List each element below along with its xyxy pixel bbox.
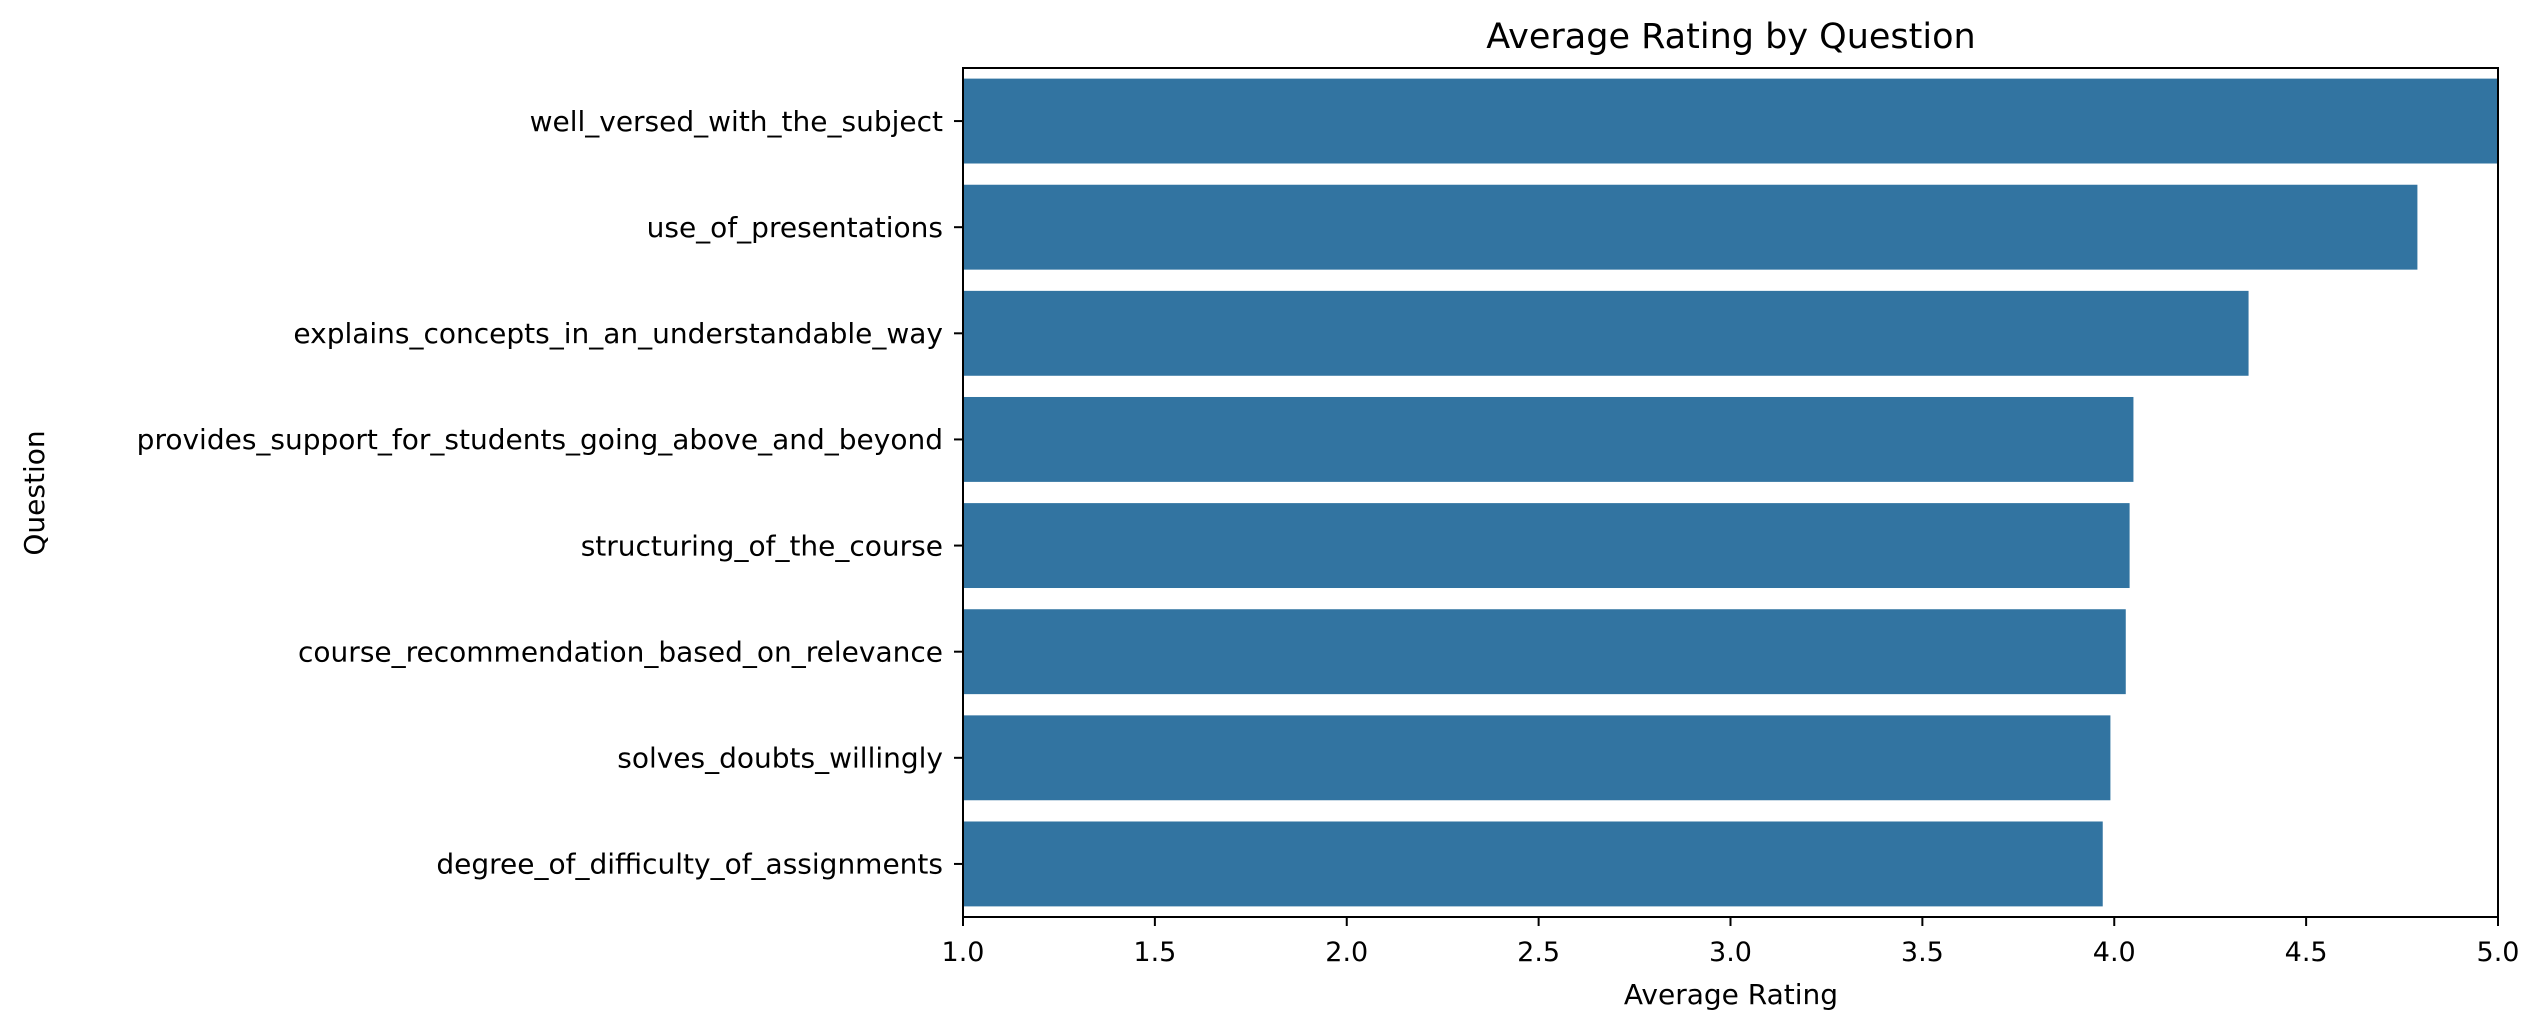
chart-title: Average Rating by Question <box>1486 17 1975 57</box>
y-tick-label: solves_doubts_willingly <box>617 742 943 775</box>
y-tick-label: use_of_presentations <box>647 211 943 244</box>
x-tick-label: 1.5 <box>1133 937 1176 968</box>
y-tick-label: course_recommendation_based_on_relevance <box>298 635 943 668</box>
bar-well_versed_with_the_subject <box>963 78 2498 164</box>
x-tick-label: 4.5 <box>2285 937 2328 968</box>
bar-provides_support_for_students_going_above_and_beyond <box>963 396 2134 482</box>
y-tick-label: well_versed_with_the_subject <box>530 105 943 138</box>
y-axis-label: Question <box>18 430 51 555</box>
y-tick-label: structuring_of_the_course <box>581 529 943 562</box>
category-labels: well_versed_with_the_subject use_of_prese… <box>137 105 963 881</box>
bar-structuring_of_the_course <box>963 503 2130 589</box>
x-tick-label: 3.0 <box>1709 937 1752 968</box>
x-tick-label: 3.5 <box>1901 937 1944 968</box>
bar-degree_of_difficulty_of_assignments <box>963 821 2103 907</box>
x-tick-label: 2.0 <box>1325 937 1368 968</box>
x-tick-label: 4.0 <box>2093 937 2136 968</box>
x-tick-label: 5.0 <box>2477 937 2520 968</box>
x-tick-label: 2.5 <box>1517 937 1560 968</box>
x-axis-ticks: 1.0 1.5 2.0 2.5 3.0 3.5 4.0 4.5 5.0 <box>942 917 2520 968</box>
bar-use_of_presentations <box>963 184 2418 270</box>
bar-solves_doubts_willingly <box>963 715 2111 801</box>
x-tick-label: 1.0 <box>942 937 985 968</box>
bars-group <box>963 78 2498 907</box>
y-tick-label: explains_concepts_in_an_understandable_w… <box>293 317 943 350</box>
bar-course_recommendation_based_on_relevance <box>963 609 2126 695</box>
x-axis-label: Average Rating <box>1624 978 1838 1011</box>
y-tick-label: degree_of_difficulty_of_assignments <box>436 848 943 881</box>
y-tick-label: provides_support_for_students_going_abov… <box>137 423 943 456</box>
plot-frame <box>962 67 2499 918</box>
bar-explains_concepts_in_an_understandable_way <box>963 290 2249 376</box>
